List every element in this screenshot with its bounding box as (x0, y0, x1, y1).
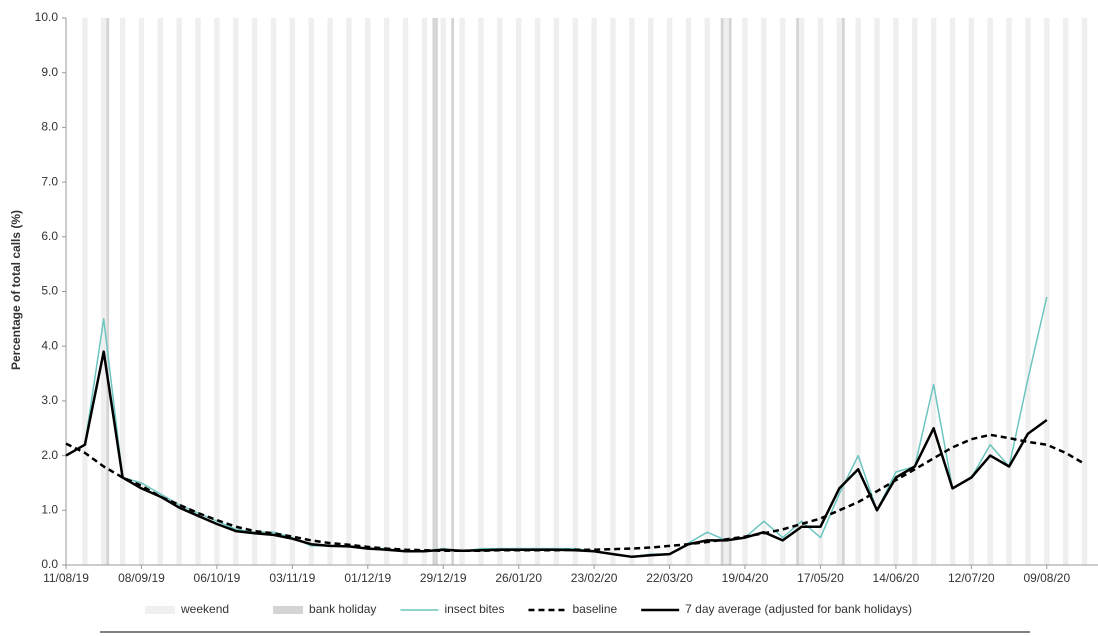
y-tick-label: 7.0 (41, 174, 58, 188)
weekend-band (930, 18, 937, 565)
legend-label: bank holiday (309, 602, 376, 616)
weekend-band (346, 18, 352, 565)
y-tick-label: 9.0 (41, 65, 58, 79)
y-tick-label: 2.0 (41, 448, 58, 462)
weekend-band (421, 18, 428, 565)
weekend-band (1044, 18, 1050, 565)
weekend-band (648, 18, 654, 565)
bank-holiday-band (435, 18, 438, 565)
weekend-band (327, 18, 333, 565)
weekend-band (949, 18, 956, 565)
weekend-band (874, 18, 880, 565)
weekend-band (534, 18, 541, 565)
weekend-band (968, 18, 975, 565)
y-tick-label: 1.0 (41, 502, 58, 516)
y-tick-label: 10.0 (35, 10, 59, 24)
weekend-band (855, 18, 861, 565)
weekend-band (1025, 18, 1031, 565)
legend-label: baseline (572, 602, 617, 616)
x-tick-label: 23/02/20 (571, 571, 618, 585)
weekend-band (553, 18, 560, 565)
weekend-band (836, 18, 843, 565)
weekend-band (742, 18, 748, 565)
y-tick-label: 0.0 (41, 557, 58, 571)
x-tick-label: 22/03/20 (646, 571, 693, 585)
weekend-band (402, 18, 409, 565)
y-tick-label: 8.0 (41, 120, 58, 134)
x-tick-label: 17/05/20 (797, 571, 844, 585)
bank-holiday-band (451, 18, 455, 565)
x-tick-label: 11/08/19 (43, 571, 89, 585)
legend-label: insect bites (444, 602, 504, 616)
weekend-band (365, 18, 371, 565)
bank-holiday-band (106, 18, 110, 565)
weekend-band (440, 18, 446, 565)
weekend-band (987, 18, 993, 565)
weekend-band (610, 18, 616, 565)
weekend-band (459, 18, 465, 565)
y-tick-label: 4.0 (41, 338, 58, 352)
weekend-band (270, 18, 277, 565)
weekend-band (478, 18, 484, 565)
weekend-band (176, 18, 182, 565)
weekend-band (251, 18, 258, 565)
x-tick-label: 19/04/20 (722, 571, 769, 585)
weekend-band (289, 18, 296, 565)
weekend-band (1062, 18, 1069, 565)
x-tick-label: 29/12/19 (420, 571, 467, 585)
legend-swatch (145, 606, 175, 614)
weekend-band (685, 18, 692, 565)
weekend-band (666, 18, 673, 565)
weekend-band (1006, 18, 1012, 565)
weekend-band (591, 18, 597, 565)
legend-label: weekend (180, 602, 229, 616)
bank-holiday-band (720, 18, 724, 565)
bank-holiday-band (842, 18, 845, 565)
weekend-band (308, 18, 314, 565)
weekend-band (1081, 18, 1088, 565)
weekend-band (723, 18, 729, 565)
weekend-band (82, 18, 88, 565)
weekend-band (214, 18, 220, 565)
weekend-band (704, 18, 710, 565)
weekend-band (515, 18, 522, 565)
bank-holiday-band (796, 18, 799, 565)
x-tick-label: 09/08/20 (1023, 571, 1070, 585)
weekend-band (195, 18, 201, 565)
y-tick-label: 5.0 (41, 284, 58, 298)
x-tick-label: 26/01/20 (495, 571, 542, 585)
weekend-band (157, 18, 164, 565)
weekend-band (101, 18, 107, 565)
weekend-band (138, 18, 145, 565)
legend-swatch (273, 606, 304, 614)
weekend-band (629, 18, 635, 565)
weekend-band (893, 18, 899, 565)
x-tick-label: 03/11/19 (269, 571, 315, 585)
weekend-band (912, 18, 918, 565)
x-tick-label: 12/07/20 (948, 571, 995, 585)
weekend-band (119, 18, 126, 565)
weekend-band (761, 18, 767, 565)
weekend-band (780, 18, 786, 565)
x-tick-label: 14/06/20 (873, 571, 920, 585)
weekend-band (572, 18, 578, 565)
y-tick-label: 6.0 (41, 229, 58, 243)
weekend-band (798, 18, 805, 565)
y-axis-label: Percentage of total calls (%) (9, 210, 23, 370)
bank-holiday-band (728, 18, 732, 565)
legend-label: 7 day average (adjusted for bank holiday… (685, 602, 912, 616)
weekend-band (233, 18, 239, 565)
weekend-band (497, 18, 503, 565)
series-line (65, 350, 1048, 559)
x-tick-label: 01/12/19 (344, 571, 391, 585)
weekend-band (383, 18, 390, 565)
x-tick-label: 08/09/19 (118, 571, 165, 585)
weekend-band (817, 18, 824, 565)
x-tick-label: 06/10/19 (194, 571, 241, 585)
bank-holiday-band (432, 18, 436, 565)
y-tick-label: 3.0 (41, 393, 58, 407)
